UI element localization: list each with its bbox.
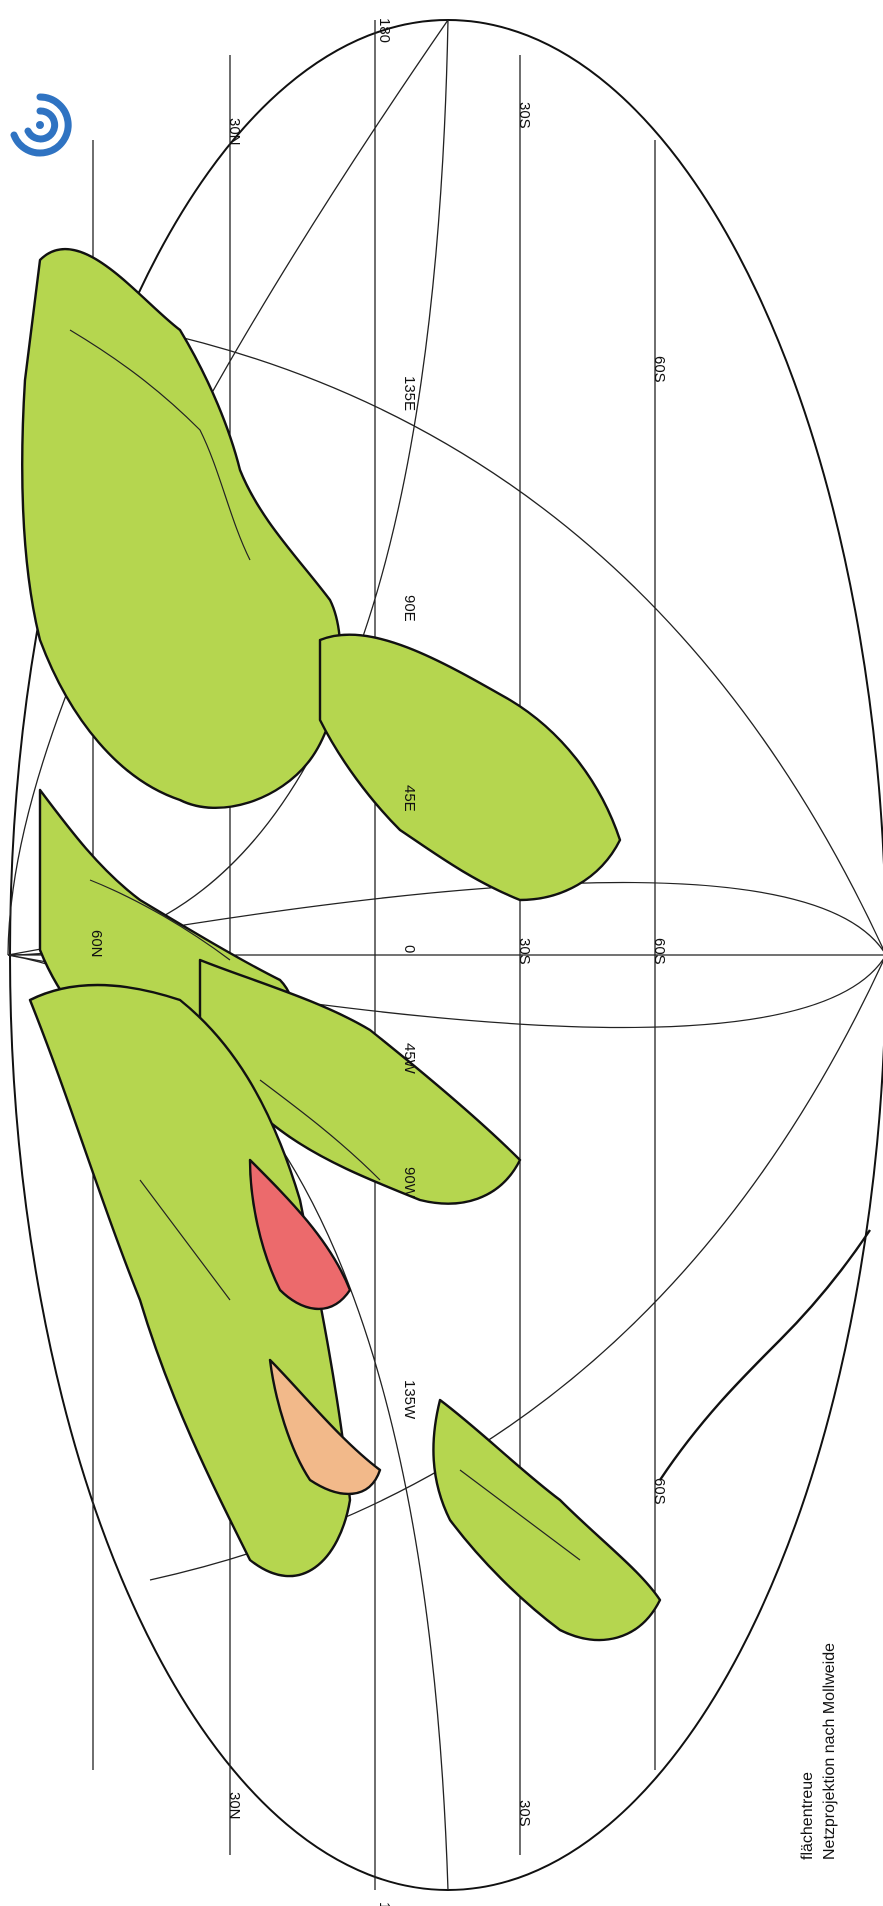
label-60s-bottom: 60S [651,1478,668,1505]
contour-1 [69,329,251,561]
contour-5 [459,1469,581,1561]
meridian-135w [149,329,883,951]
label-30s-center: 30S [516,938,533,965]
label-180-top: 180 [376,18,393,43]
map-labels: 180 180 30N 60N 30S 60S 30S 60S 30N 30S … [88,18,838,1906]
spiral-logo-icon [10,93,72,157]
label-30n-top: 30N [226,118,243,146]
australia [432,1398,662,1642]
south-america [318,633,622,902]
label-45w: 45W [401,1043,418,1075]
label-60n-top: 60N [88,930,105,958]
label-30n-bottom: 30N [226,1792,243,1820]
contour-3 [259,1079,381,1181]
north-america [21,247,342,809]
label-0: 0 [401,945,418,953]
label-90e: 90E [401,595,418,622]
label-90w: 90W [401,1167,418,1199]
antarctica-edge [659,1229,871,1481]
projection-caption-line-2: Netzprojektion nach Mollweide [821,1643,838,1860]
label-180-bottom: 180 [376,1902,393,1906]
contour-2 [89,879,231,961]
label-30s-east: 30S [516,102,533,129]
arabia [248,1158,352,1310]
india [268,1358,382,1495]
label-60s-east: 60S [651,356,668,383]
contour-4 [139,1179,231,1301]
label-60s-center: 60S [651,938,668,965]
projection-caption-line-1: flächentreue [799,1772,816,1860]
contours [69,329,581,1561]
meridian-90w [7,881,883,956]
continents [21,247,871,1642]
label-30s-bottom: 30S [516,1800,533,1827]
label-45e: 45E [401,785,418,812]
label-135e: 135E [401,376,418,411]
asia [28,983,352,1578]
label-135w: 135W [401,1380,418,1420]
